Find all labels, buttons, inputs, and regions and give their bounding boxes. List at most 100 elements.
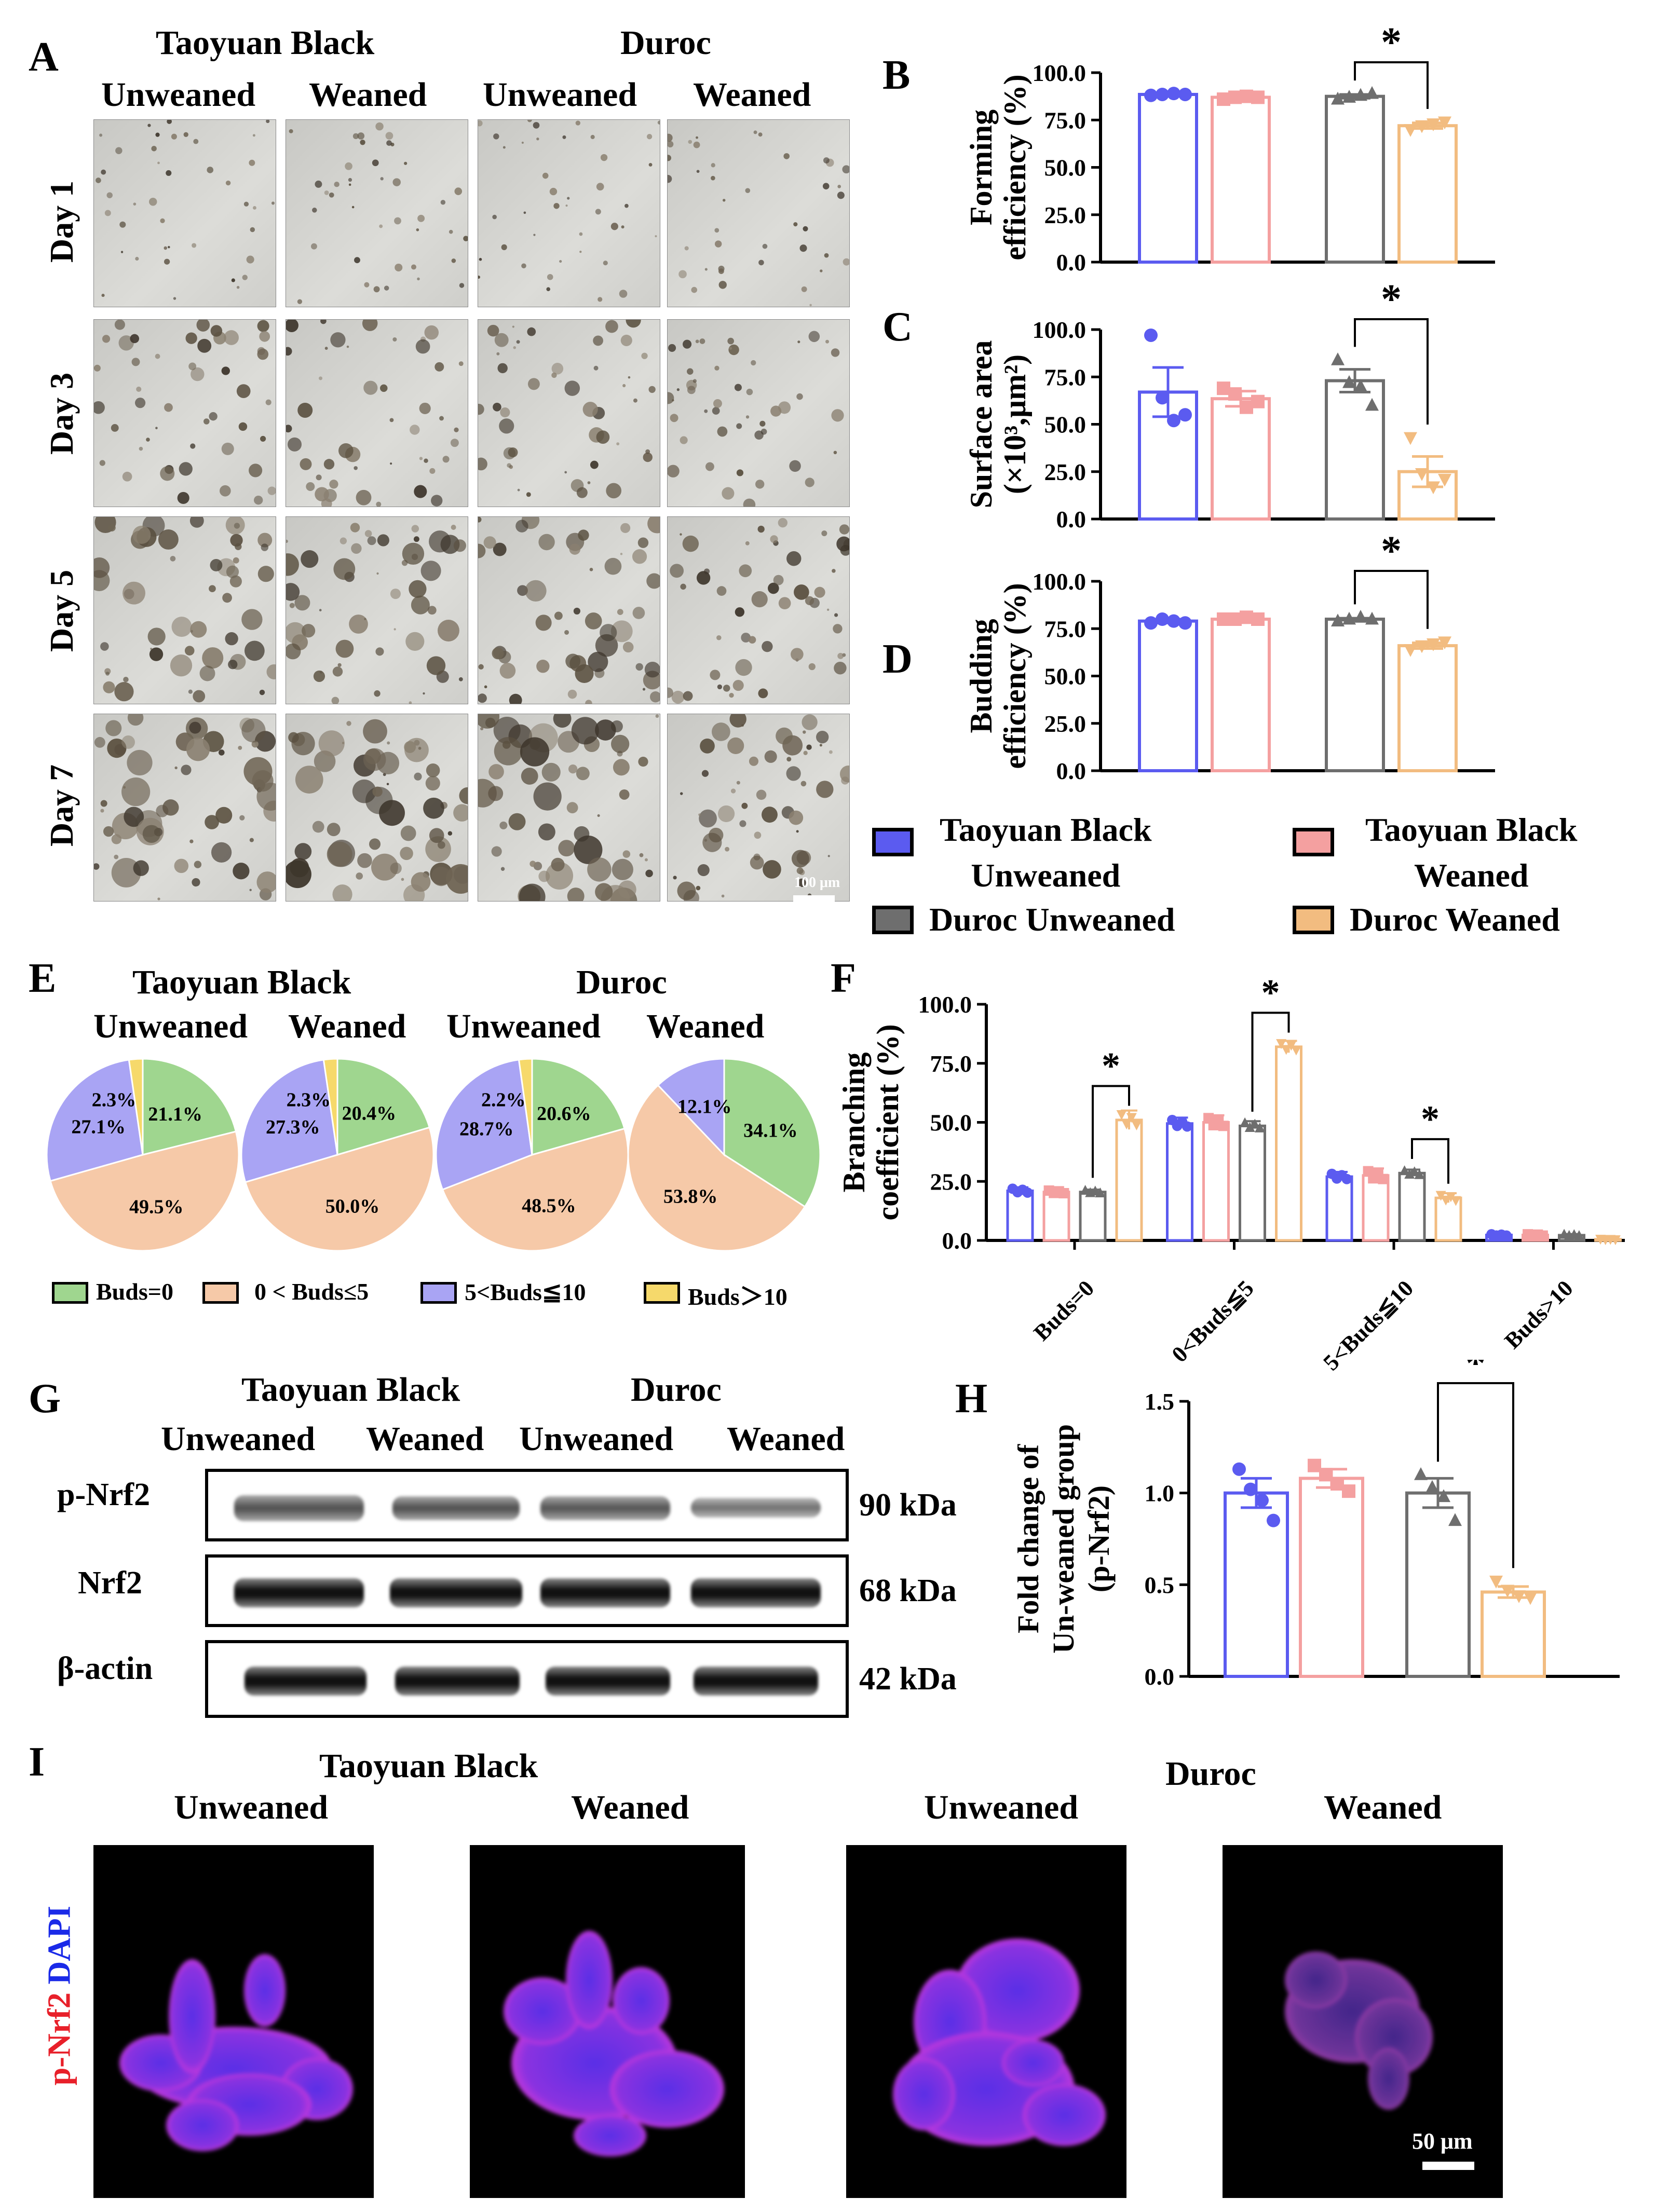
organoid-blob <box>739 820 746 827</box>
organoid-blob <box>330 332 346 348</box>
data-point <box>1281 1045 1292 1055</box>
organoid-blob <box>334 181 340 187</box>
organoid-blob <box>499 418 514 434</box>
organoid-blob <box>753 853 761 861</box>
organoid-blob <box>803 750 808 755</box>
organoid-blob <box>748 636 756 644</box>
organoid-blob <box>776 727 793 745</box>
organoid-blob <box>287 437 302 452</box>
header-taoyuan-black-e: Taoyuan Black <box>132 963 351 1001</box>
organoid-blob <box>103 681 115 693</box>
organoid-blob <box>545 862 574 890</box>
organoid-blob <box>177 491 189 504</box>
organoid-blob <box>700 738 715 754</box>
organoid-blob <box>496 352 500 356</box>
organoid-blob <box>371 853 398 881</box>
pie-slice <box>657 1058 725 1157</box>
organoid-blob <box>423 692 425 695</box>
organoid-blob <box>551 857 565 871</box>
organoid-blob <box>387 741 390 745</box>
organoid-blob <box>193 139 199 144</box>
organoid-blob <box>833 450 837 455</box>
organoid-blob <box>346 345 349 348</box>
organoid-blob <box>400 846 413 861</box>
organoid-blob <box>94 736 105 748</box>
data-point <box>1378 1173 1389 1184</box>
organoid-blob <box>111 834 122 844</box>
organoid-blob <box>600 624 617 641</box>
organoid-blob <box>327 841 352 867</box>
bar <box>1325 94 1385 264</box>
organoid-blob <box>364 618 366 620</box>
organoid-blob <box>778 518 788 528</box>
blot-band <box>691 1578 821 1607</box>
y-axis-label: Un-weaned group <box>1047 1424 1080 1654</box>
data-point <box>1167 87 1180 101</box>
y-axis-label: (×10³,μm²) <box>998 354 1032 494</box>
organoid-blob <box>451 258 456 263</box>
organoid-blob <box>415 339 430 354</box>
data-point <box>1167 614 1180 628</box>
y-tick-label: 1.5 <box>1145 1388 1175 1415</box>
organoid-blob <box>717 805 735 823</box>
organoid-blob <box>442 456 450 463</box>
organoid-blob <box>576 767 590 781</box>
data-point <box>1441 1195 1451 1206</box>
data-point <box>1341 1173 1352 1184</box>
organoid-blob <box>668 155 672 161</box>
y-tick-label: 0.0 <box>1145 1663 1175 1690</box>
organoid-blob <box>416 228 419 231</box>
organoid-blob <box>622 850 631 858</box>
organoid-blob <box>390 589 401 599</box>
organoid-blob <box>363 719 387 744</box>
micrograph-organoids <box>478 714 659 901</box>
organoid-blob <box>386 783 389 785</box>
micrograph-tile <box>478 714 660 902</box>
organoid-blob <box>192 243 197 248</box>
organoid-blob <box>789 460 801 472</box>
organoid-blob <box>238 745 242 750</box>
organoid-blob <box>348 177 352 182</box>
pie-slice-label: 34.1% <box>743 1119 798 1141</box>
pie-slice <box>142 1058 237 1156</box>
pie-slice <box>240 1059 338 1183</box>
header-unweaned-tb-g: Unweaned <box>161 1420 316 1458</box>
fluorescence-image-tb-unweaned <box>93 1845 374 2198</box>
organoid-blob <box>542 172 549 179</box>
organoid-fluorescence <box>893 1938 1106 2146</box>
micrograph-tile <box>478 119 660 307</box>
pie-slice <box>128 1058 144 1155</box>
organoid-blob <box>571 717 599 745</box>
organoid-blob <box>762 243 768 249</box>
organoid-blob <box>705 462 714 471</box>
organoid-blob <box>431 495 443 507</box>
panel-label-b: B <box>882 52 911 98</box>
organoid-blob <box>590 134 595 140</box>
data-point <box>1512 1590 1526 1603</box>
data-point <box>1610 1235 1621 1246</box>
pie-slice <box>441 1127 629 1252</box>
organoid-blob <box>121 777 151 807</box>
significance-star: * <box>1261 972 1280 1013</box>
pie-slice-label: 21.1% <box>148 1103 202 1125</box>
bar <box>1239 1124 1266 1242</box>
organoid-blob <box>352 133 359 140</box>
organoid-blob <box>324 347 328 350</box>
organoid-blob <box>333 558 356 580</box>
organoid-blob <box>492 647 504 660</box>
organoid-blob <box>727 337 734 345</box>
header-weaned-duroc-a: Weaned <box>693 76 811 114</box>
organoid-blob <box>641 352 648 359</box>
organoid-blob <box>167 120 172 124</box>
organoid-blob <box>842 165 849 174</box>
day-label-5: Day 5 <box>43 569 80 652</box>
organoid-blob <box>120 251 124 253</box>
micrograph-tile <box>286 319 468 507</box>
bar <box>1434 1196 1462 1242</box>
organoid-blob <box>132 525 151 544</box>
blot-band <box>691 1498 821 1518</box>
organoid-blob <box>492 214 497 220</box>
bar <box>1397 124 1458 264</box>
organoid-blob <box>321 498 332 507</box>
data-point <box>1058 1188 1069 1198</box>
